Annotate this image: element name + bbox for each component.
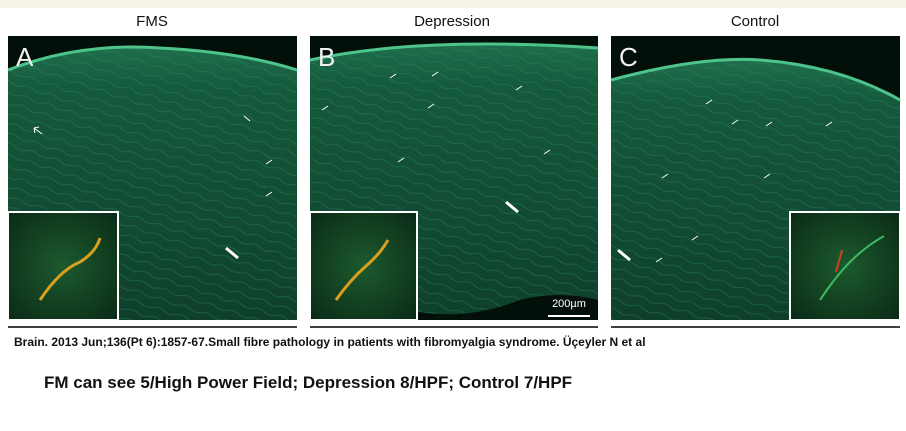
- panel-title: Control: [731, 13, 779, 30]
- panel-letter: A: [16, 42, 34, 72]
- inset: [7, 211, 119, 321]
- arrows: [321, 71, 551, 163]
- epidermis-edge: [7, 45, 298, 72]
- arrows: [33, 115, 273, 197]
- thick-arrow: [225, 246, 239, 260]
- inset: [789, 211, 901, 321]
- scale-label: 200µm: [552, 298, 586, 310]
- citation: Brain. 2013 Jun;136(Pt 6):1857-67.Small …: [14, 335, 646, 349]
- thick-arrow: [505, 200, 519, 214]
- inset-fibre: [819, 235, 885, 301]
- arrows: [655, 99, 833, 263]
- inset-fibre: [334, 239, 390, 301]
- panel-letter: C: [619, 42, 638, 72]
- panel-letter: B: [318, 42, 335, 72]
- top-band: [0, 0, 906, 8]
- thick-arrow: [617, 248, 631, 262]
- inset-fibre: [835, 249, 843, 273]
- epidermis-edge: [610, 57, 901, 102]
- panel: Depression B 200µm: [309, 13, 599, 328]
- panel: FMS A: [7, 13, 298, 328]
- panel-title: Depression: [414, 13, 490, 30]
- inset-fibre: [38, 237, 102, 301]
- summary: FM can see 5/High Power Field; Depressio…: [44, 373, 573, 392]
- panel-title: FMS: [136, 13, 168, 30]
- panel: Control C: [610, 13, 901, 328]
- epidermis-edge: [309, 42, 599, 62]
- inset: [309, 211, 418, 321]
